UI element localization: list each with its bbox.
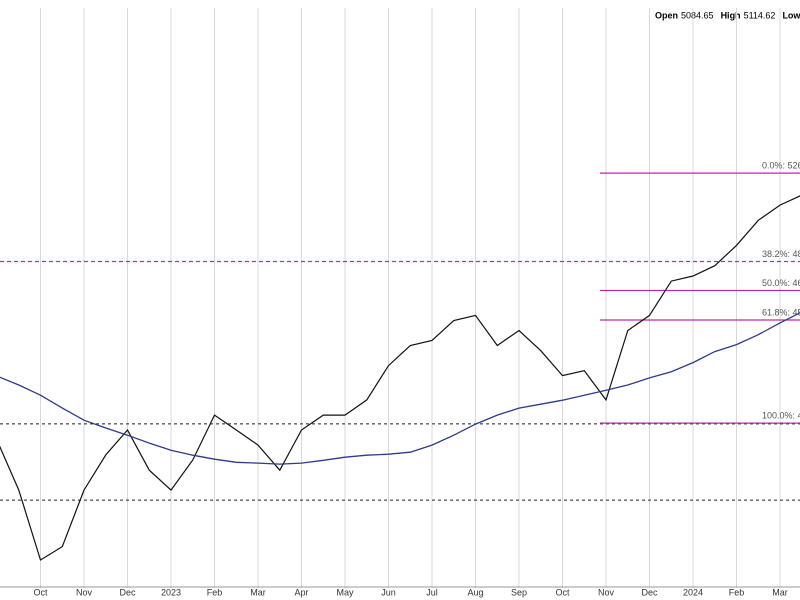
fib-label: 0.0%: 526 [762, 160, 800, 170]
x-tick-label: 2023 [161, 587, 181, 597]
x-tick-label: Apr [294, 587, 308, 597]
x-tick-label: Feb [207, 587, 223, 597]
x-tick-label: May [336, 587, 354, 597]
fib-label: 100.0%: 410 [762, 411, 800, 421]
x-tick-label: Sep [511, 587, 527, 597]
x-tick-label: Nov [76, 587, 93, 597]
x-tick-label: Mar [250, 587, 266, 597]
x-tick-label: Mar [772, 587, 788, 597]
fib-label: 61.8%: 45 [762, 307, 800, 317]
fib-label: 38.2%: 482 [762, 249, 800, 259]
x-tick-label: Aug [467, 587, 483, 597]
x-tick-label: Oct [555, 587, 570, 597]
ohlc-label: Low [782, 10, 800, 20]
x-tick-label: Jul [426, 587, 438, 597]
x-tick-label: Dec [641, 587, 658, 597]
x-tick-label: Dec [119, 587, 136, 597]
moving-average [0, 312, 800, 465]
ohlc-label: Open [655, 10, 678, 20]
ohlc-label: High [721, 10, 741, 20]
ohlc-value: 5114.62 [744, 10, 776, 20]
ohlc-value: 5084.65 [681, 10, 714, 20]
x-tick-label: Jun [381, 587, 396, 597]
x-tick-label: Nov [598, 587, 615, 597]
x-tick-label: Oct [33, 587, 48, 597]
x-tick-label: 2024 [683, 587, 703, 597]
x-tick-label: Feb [729, 587, 745, 597]
fib-label: 50.0%: 468 [762, 278, 800, 288]
